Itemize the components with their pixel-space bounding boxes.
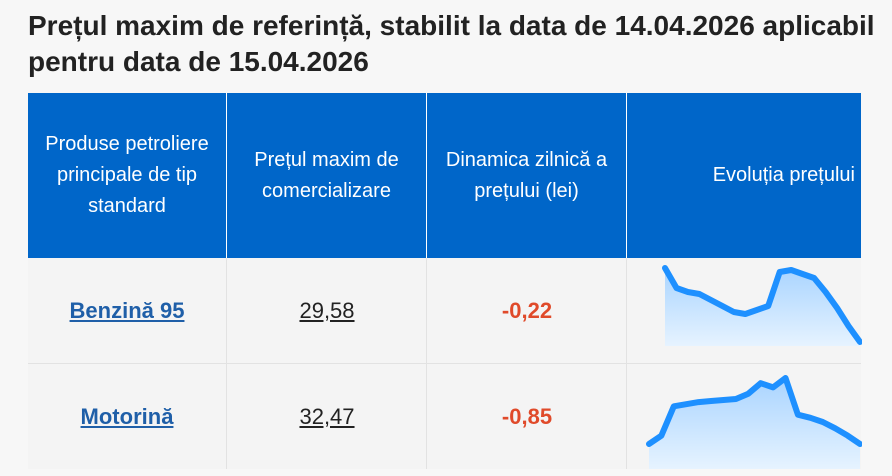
daily-dynamics-value: -0,22 [501,297,553,323]
sparkline-line [646,375,862,447]
price-trend-sparkline [646,375,862,469]
price-link[interactable]: 29,58 [299,297,355,323]
sparkline-line [662,265,862,345]
sparkline-area [649,378,860,469]
header-dynamics: Dinamica zilnică a prețului (lei) [426,93,626,258]
table-row: Motorină 32,47 -0,85 [28,364,862,469]
price-trend-sparkline [662,265,862,346]
table-header: Produse petroliere principale de tip sta… [28,93,861,258]
header-price: Prețul maxim de comercializare [226,93,426,258]
header-product: Produse petroliere principale de tip sta… [45,133,209,217]
page-title: Prețul maxim de referință, stabilit la d… [28,10,875,77]
sparkline-area [665,268,860,346]
price-link[interactable]: 32,47 [299,403,355,429]
price-table: Produse petroliere principale de tip sta… [28,93,862,471]
header-evolution: Evoluția prețului [626,93,861,258]
product-link-motorina[interactable]: Motorină [80,403,174,429]
product-link-benzina-95[interactable]: Benzină 95 [69,297,185,323]
table-row: Benzină 95 29,58 -0,22 [28,258,862,364]
daily-dynamics-value: -0,85 [501,403,553,429]
